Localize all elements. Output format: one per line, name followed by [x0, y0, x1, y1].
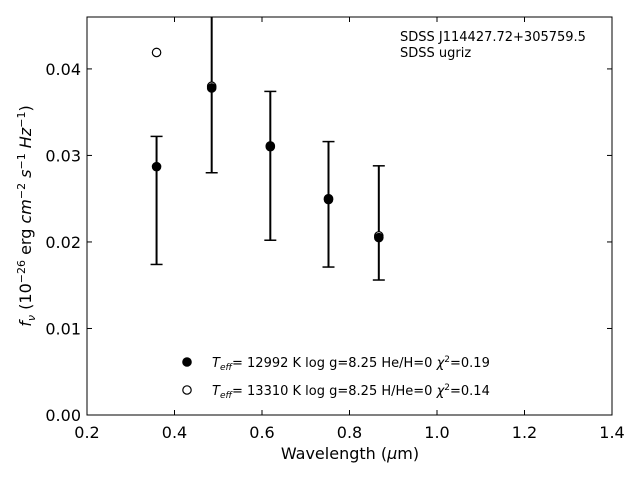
x-axis-ticks: 0.2 0.4 0.6 0.8 1.0 1.2 1.4	[74, 17, 625, 442]
y-tick-label: 0.01	[45, 319, 81, 338]
x-tick-label: 0.8	[337, 423, 362, 442]
model-point-filled	[374, 232, 384, 243]
model-point-open	[151, 47, 162, 58]
model-point-filled	[265, 141, 276, 151]
model-point-filled	[206, 83, 217, 93]
legend: Teff= 12992 K log g=8.25 He/H=0 χ2=0.19 T…	[182, 355, 490, 401]
y-tick-label: 0.04	[45, 60, 81, 79]
x-tick-label: 1.4	[599, 423, 624, 442]
model-point-filled	[151, 161, 162, 172]
legend-marker-open	[182, 385, 192, 395]
data-points	[151, 47, 384, 243]
model-point-filled	[323, 194, 334, 205]
x-axis-label: Wavelength (μm)	[281, 444, 419, 463]
legend-entry-text: Teff= 12992 K log g=8.25 He/H=0 χ2=0.19	[212, 355, 490, 373]
y-axis-label: fν (10−26 erg cm−2 s−1 Hz−1)	[15, 105, 38, 326]
photometry-annotation: SDSS ugriz	[400, 46, 471, 61]
x-tick-label: 0.6	[249, 423, 274, 442]
object-name-annotation: SDSS J114427.72+305759.5	[400, 30, 586, 45]
y-axis-ticks: 0.00 0.01 0.02 0.03 0.04	[45, 60, 612, 425]
y-tick-label: 0.02	[45, 233, 81, 252]
x-tick-label: 0.4	[162, 423, 187, 442]
x-tick-label: 0.2	[74, 423, 99, 442]
y-tick-label: 0.03	[45, 146, 81, 165]
x-tick-label: 1.2	[512, 423, 537, 442]
y-tick-label: 0.00	[45, 406, 81, 425]
x-tick-label: 1.0	[424, 423, 449, 442]
legend-entry-text: Teff= 13310 K log g=8.25 H/He=0 χ2=0.14	[212, 383, 490, 401]
legend-marker-filled	[182, 357, 192, 367]
